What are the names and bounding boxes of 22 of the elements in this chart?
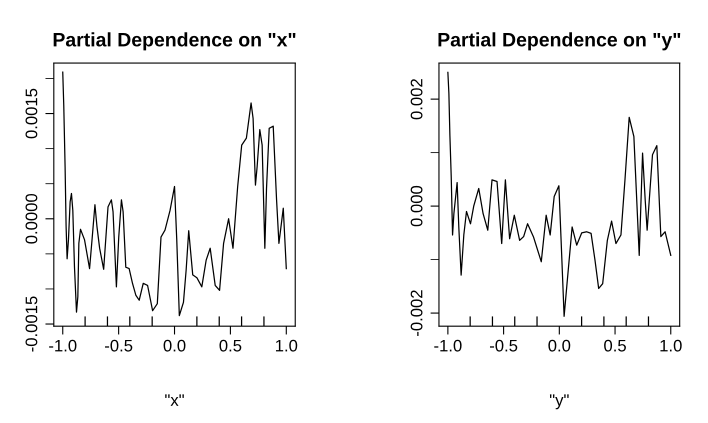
x-tick-label: 1.0 xyxy=(276,340,298,352)
chart-title: Partial Dependence on "y" xyxy=(438,32,680,50)
x-tick-label: 1.0 xyxy=(660,340,682,352)
x-tick-label: -1.0 xyxy=(434,340,462,352)
y-tick-label: 0.0015 xyxy=(26,88,38,138)
y-tick-label: 0.000 xyxy=(410,186,422,226)
y-tick-label: 0.0000 xyxy=(26,194,38,244)
x-tick-label: 0.5 xyxy=(604,340,626,352)
x-tick-label: 0.0 xyxy=(548,340,570,352)
y-tick-label: -0.002 xyxy=(410,290,422,336)
y-tick-label: -0.0015 xyxy=(26,296,38,352)
x-axis-title: "y" xyxy=(550,394,569,410)
line-series xyxy=(447,72,672,317)
line-series xyxy=(62,72,287,316)
x-tick-label: -0.5 xyxy=(490,340,518,352)
x-tick-label: -1.0 xyxy=(49,340,76,352)
x-axis-title: "x" xyxy=(165,394,184,406)
x-tick-label: -0.5 xyxy=(105,340,132,352)
y-tick-label: 0.002 xyxy=(410,79,422,120)
x-tick-label: 0.0 xyxy=(164,340,186,352)
x-tick-label: 0.5 xyxy=(219,340,242,352)
chart-title: Partial Dependence on "x" xyxy=(54,32,296,50)
